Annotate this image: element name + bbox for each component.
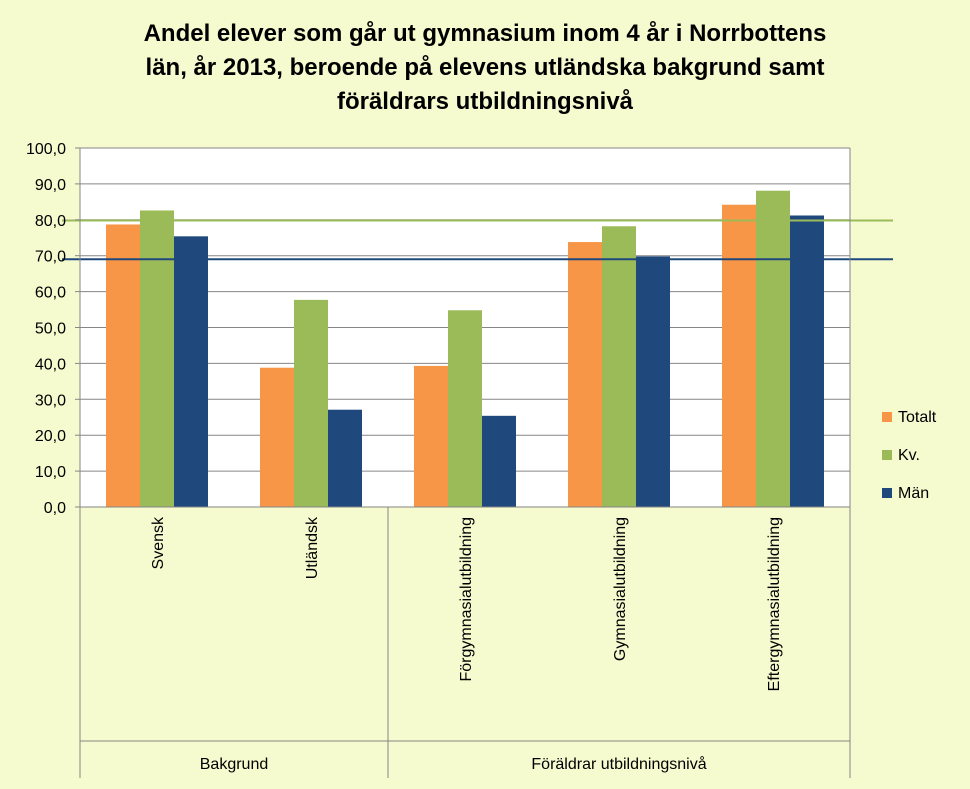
category-label: Eftergymnasialutbildning [766,517,783,691]
y-tick-label: 90,0 [35,177,66,194]
y-tick-label: 100,0 [26,141,66,158]
bars [106,190,824,508]
reference-lines [62,219,893,261]
bar [294,299,328,507]
y-tick-label: 30,0 [35,392,66,409]
legend-swatch [882,488,892,498]
group-label: Föräldrar utbildningsnivå [531,755,706,773]
y-tick-label: 80,0 [35,213,66,230]
y-tick-label: 70,0 [35,249,66,266]
chart-title-line: län, år 2013, beroende på elevens utländ… [146,54,825,81]
y-tick-label: 10,0 [35,464,66,481]
legend: Totalt Kv. Män [882,409,937,502]
bar [328,409,362,507]
legend-swatch [882,412,892,422]
bar [448,310,482,507]
bar [414,365,448,507]
chart-title: Andel elever som går ut gymnasium inom 4… [144,20,827,115]
bar [790,215,824,507]
y-tick-label: 20,0 [35,428,66,445]
y-tick-label: 40,0 [35,356,66,373]
bar [756,190,790,507]
axes: 0,0 10,0 20,0 30,0 40,0 50,0 60,0 70,0 80,0 90,0 1… [26,141,851,778]
legend-label: Män [898,485,929,502]
bar [482,415,516,507]
legend-swatch [882,450,892,460]
category-label: Utländsk [304,516,321,579]
legend-label: Kv. [898,447,920,464]
chart-title-line: föräldrars utbildningsnivå [337,88,634,115]
y-tick-label: 60,0 [35,285,66,302]
bar [722,204,756,508]
bar [174,236,208,507]
category-label: Förgymnasialutbildning [458,517,475,682]
y-tick-label: 0,0 [44,500,66,517]
bar [106,224,140,508]
legend-label: Totalt [898,409,937,426]
group-label: Bakgrund [200,756,269,773]
category-label: Gymnasialutbildning [612,517,629,661]
bar [568,242,602,508]
bar [636,256,670,507]
bar [602,226,636,507]
bar [140,210,174,507]
y-tick-label: 50,0 [35,321,66,338]
chart-title-line: Andel elever som går ut gymnasium inom 4… [144,20,827,47]
bar [260,367,294,507]
category-label: Svensk [150,516,167,569]
